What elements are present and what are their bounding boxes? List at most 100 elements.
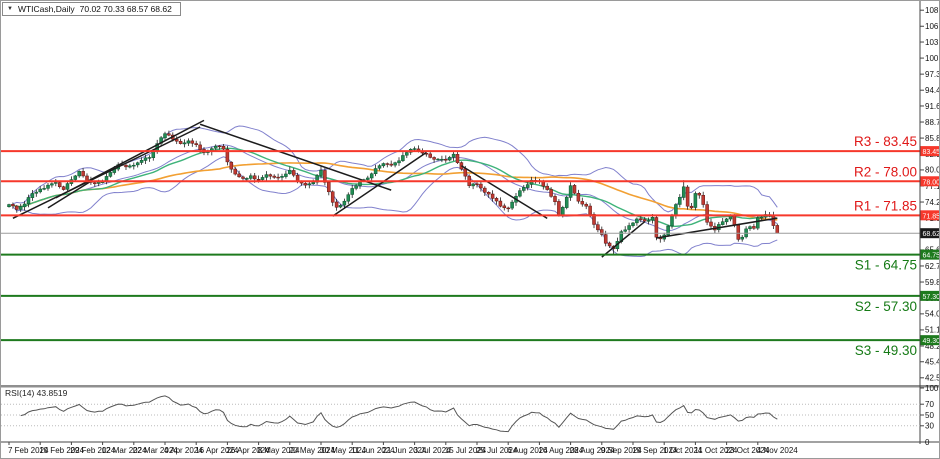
bull-candle [151, 151, 156, 158]
rsi-indicator-label: RSI(14) 43.8519 [5, 388, 68, 398]
bull-candle [260, 177, 265, 180]
trendline[interactable] [12, 126, 201, 220]
slow-ma-line[interactable] [12, 162, 778, 221]
bear-candle [603, 234, 608, 244]
bear-candle [494, 198, 499, 202]
bear-candle [233, 168, 237, 175]
date-tick-label: 4 Apr 2024 [164, 446, 203, 455]
pane-separator[interactable] [1, 385, 940, 388]
ohlc-values: 70.02 70.33 68.57 68.62 [79, 4, 172, 14]
oneclick-collapse-icon[interactable]: ▼ [7, 6, 13, 12]
bear-candle [217, 145, 222, 148]
price-tick-label: 88.70 [925, 118, 940, 127]
bull-candle [635, 218, 639, 224]
bear-candle [654, 217, 659, 238]
support-price-tag-bg [920, 335, 939, 346]
price-tick-label: 106.00 [925, 22, 940, 31]
trendline[interactable] [656, 217, 778, 239]
price-tick-label: 59.80 [925, 278, 940, 287]
bull-candle [132, 164, 136, 167]
bull-candle [311, 182, 315, 185]
trendline[interactable] [47, 180, 92, 209]
trendline[interactable] [332, 151, 427, 217]
bear-candle [15, 205, 19, 210]
price-tick-label: 91.60 [925, 102, 940, 111]
rsi-tick-label: 100 [925, 384, 939, 393]
bear-candle [506, 207, 510, 210]
bear-candle [268, 174, 273, 177]
bull-candle [46, 184, 50, 189]
symbol-info-box[interactable]: ▼ WTICash,Daily 70.02 70.33 68.57 68.62 [2, 2, 181, 16]
bear-candle [545, 185, 549, 190]
bear-candle [178, 140, 183, 144]
price-tick-label: 80.05 [925, 166, 940, 175]
bear-candle [701, 195, 705, 205]
resistance-label-r2: R2 - 78.00 [854, 164, 917, 179]
bull-candle [38, 188, 42, 193]
date-tick-label: 3 Jul 2024 [414, 446, 451, 455]
bear-candle [237, 173, 241, 178]
bear-candle [642, 219, 647, 222]
bear-candle [85, 175, 89, 181]
bull-candle [631, 222, 635, 226]
trendline[interactable] [55, 119, 205, 199]
bull-candle [143, 157, 148, 161]
date-tick-label: 16 Aug 2024 [538, 446, 583, 455]
resistance-price-tag-bg [920, 146, 939, 157]
bull-candle [756, 217, 760, 229]
bull-candle [670, 215, 674, 227]
bear-candle [685, 186, 690, 207]
bull-candle [525, 184, 530, 188]
date-tick-label: 1 Oct 2024 [663, 446, 703, 455]
price-tick-label: 77.15 [925, 182, 940, 191]
rsi-tick-label: 50 [925, 411, 934, 420]
bear-candle [709, 221, 713, 227]
bull-candle [366, 177, 370, 180]
bear-candle [557, 201, 561, 216]
bull-candle [182, 142, 187, 145]
trendline[interactable] [601, 221, 646, 258]
bull-candle [693, 193, 698, 208]
bear-candle [221, 146, 226, 150]
trendline[interactable] [461, 165, 548, 219]
bear-candle [483, 187, 487, 193]
date-tick-label: 28 Aug 2024 [570, 446, 615, 455]
bear-candle [479, 183, 483, 189]
trendline[interactable] [199, 123, 392, 191]
date-tick-label: 21 Jun 2024 [382, 446, 427, 455]
price-tick-label: 103.15 [925, 38, 940, 47]
bull-candle [646, 220, 651, 222]
bull-candle [681, 186, 686, 198]
bull-candle [7, 204, 11, 207]
rsi-tick-label: 70 [925, 400, 934, 409]
bear-candle [697, 193, 702, 196]
bear-candle [167, 133, 171, 136]
bear-candle [549, 189, 553, 197]
date-tick-label: 4 Nov 2024 [757, 446, 798, 455]
bull-candle [748, 226, 752, 229]
date-tick-label: 19 Sep 2024 [632, 446, 678, 455]
resistance-label-r1: R1 - 71.85 [854, 198, 917, 213]
bull-candle [561, 207, 565, 216]
bull-candle [147, 157, 152, 159]
bear-candle [705, 204, 709, 223]
bull-candle [50, 183, 54, 186]
bear-candle [276, 176, 280, 179]
rsi-line[interactable] [20, 395, 778, 433]
bear-candle [194, 143, 198, 145]
bear-candle [93, 182, 97, 184]
bear-candle [256, 179, 261, 181]
bear-candle [596, 224, 600, 231]
bull-candle [377, 165, 382, 169]
bear-candle [241, 176, 245, 179]
bear-candle [252, 175, 257, 180]
bull-candle [350, 188, 354, 195]
bollinger-upper-band[interactable] [12, 125, 778, 213]
date-tick-label: 26 Apr 2024 [226, 446, 270, 455]
date-tick-label: 20 May 2024 [289, 446, 336, 455]
bear-candle [61, 186, 66, 190]
price-tick-label: 108.90 [925, 6, 940, 15]
bollinger-lower-band[interactable] [12, 156, 778, 258]
